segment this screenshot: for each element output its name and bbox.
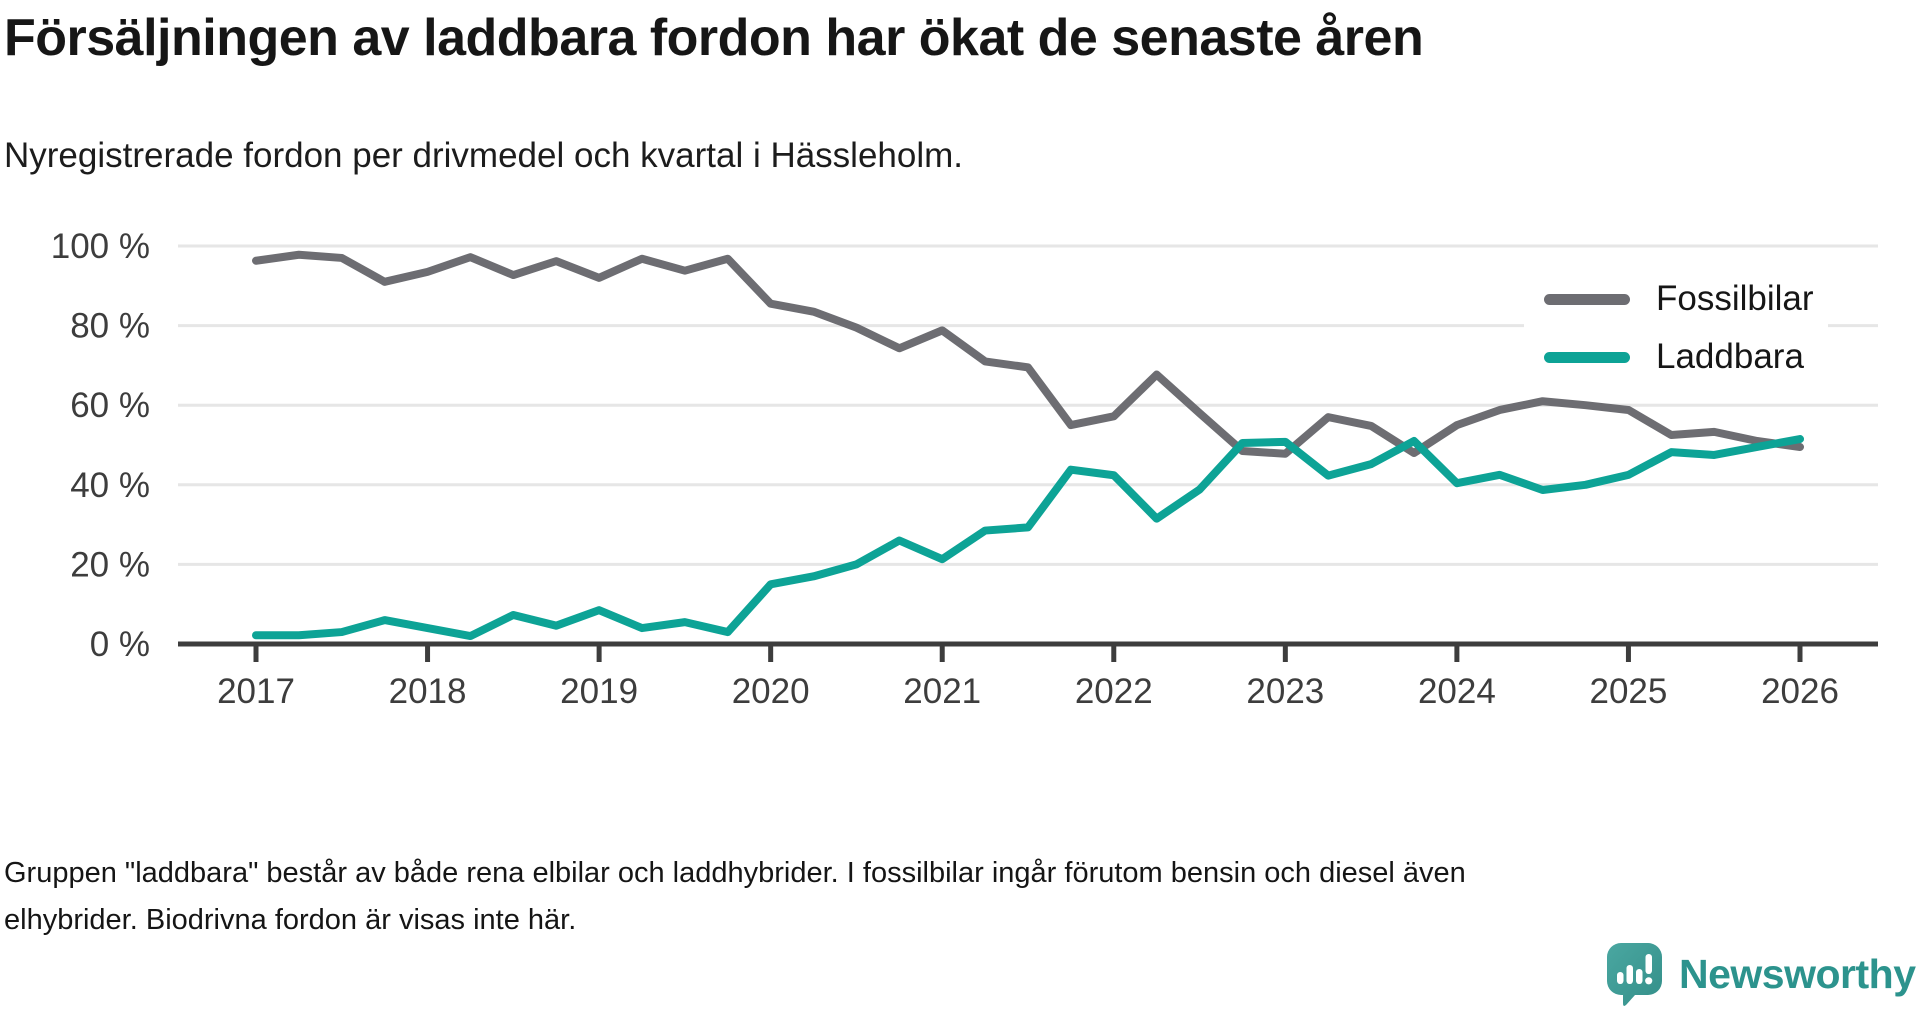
chart-footnote: Gruppen "laddbara" består av både rena e… xyxy=(4,850,1704,944)
brand-name: Newsworthy xyxy=(1679,950,1916,997)
newsworthy-logo: Newsworthy xyxy=(1606,942,1916,1006)
series-line-fossilbilar xyxy=(252,250,1804,458)
x-axis-tick-label: 2019 xyxy=(560,672,638,711)
y-axis-tick-label: 0 % xyxy=(90,625,150,664)
newsworthy-logo-icon xyxy=(1607,943,1662,1006)
y-axis-tick-label: 60 % xyxy=(70,386,150,425)
page-title: Försäljningen av laddbara fordon har öka… xyxy=(4,9,1424,67)
laddbara-line-swatch xyxy=(1544,351,1630,363)
chart-subtitle: Nyregistrerade fordon per drivmedel och … xyxy=(4,136,964,175)
x-axis-tick-label: 2025 xyxy=(1590,672,1668,711)
series-line-laddbara xyxy=(252,435,1804,641)
x-axis-tick-label: 2021 xyxy=(903,672,981,711)
legend-item-laddbara: Laddbara xyxy=(1544,328,1814,386)
legend-item-fossilbilar: Fossilbilar xyxy=(1544,270,1814,328)
x-axis-tick-label: 2020 xyxy=(732,672,810,711)
legend-label: Laddbara xyxy=(1656,337,1804,376)
x-axis-tick-label: 2018 xyxy=(389,672,467,711)
y-axis-tick-label: 40 % xyxy=(70,466,150,505)
footnote-line-1: Gruppen "laddbara" består av både rena e… xyxy=(4,857,1466,889)
chart-legend: Fossilbilar Laddbara xyxy=(1524,266,1828,390)
x-axis-tick-label: 2017 xyxy=(217,672,295,711)
y-axis-tick-label: 80 % xyxy=(70,307,150,346)
x-axis-tick-label: 2026 xyxy=(1761,672,1839,711)
y-axis-tick-label: 20 % xyxy=(70,545,150,584)
footnote-line-2: elhybrider. Biodrivna fordon är visas in… xyxy=(4,904,577,936)
x-axis-tick-label: 2024 xyxy=(1418,672,1496,711)
fossilbilar-line-swatch xyxy=(1544,293,1630,305)
x-axis-tick-label: 2022 xyxy=(1075,672,1153,711)
y-axis-tick-label: 100 % xyxy=(51,227,150,266)
x-axis-tick-label: 2023 xyxy=(1246,672,1324,711)
legend-label: Fossilbilar xyxy=(1656,279,1814,318)
